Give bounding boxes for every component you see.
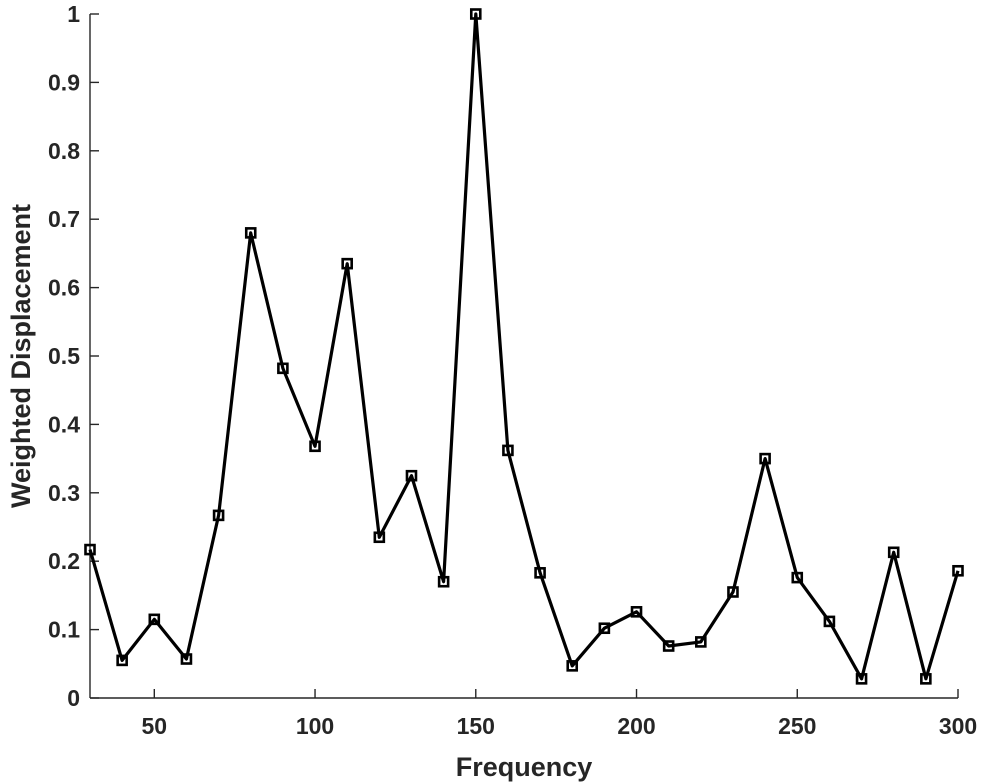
data-point-marker [405,469,418,482]
x-tick-label: 100 [296,713,334,739]
data-point-marker [373,531,386,544]
data-point-marker [855,673,868,685]
data-point-marker [791,571,804,584]
y-tick-label: 0.1 [48,617,80,643]
data-point-marker [341,257,353,270]
data-point-marker [598,622,611,635]
data-point-marker [662,640,675,652]
x-ticks: 50 100 150 200 250 300 [141,689,977,739]
x-tick-label: 150 [457,713,495,739]
series-line [88,12,960,681]
data-point-marker [630,606,643,618]
data-point-marker [148,613,161,626]
series-group [84,8,964,685]
x-tick-label: 50 [141,713,167,739]
data-point-marker [469,8,482,20]
x-tick-label: 250 [778,713,816,739]
y-tick-label: 1 [67,1,80,27]
data-point-marker [887,546,900,559]
data-point-marker [277,362,289,375]
y-tick-label: 0.4 [48,411,80,437]
y-tick-label: 0.2 [48,548,80,574]
data-point-marker [502,444,514,457]
y-tick-label: 0.3 [48,480,80,506]
data-point-marker [566,660,579,672]
data-point-marker [534,567,546,579]
data-point-marker [920,673,932,685]
data-point-marker [823,615,836,628]
x-tick-label: 200 [617,713,655,739]
axes [89,14,958,699]
data-point-marker [116,654,128,667]
y-tick-label: 0.9 [48,69,80,95]
y-tick-label: 0 [67,685,80,711]
y-tick-label: 0.6 [48,275,80,301]
y-tick-label: 0.5 [48,343,80,369]
data-point-marker [759,452,771,465]
x-tick-label: 300 [939,713,977,739]
y-tick-label: 0.7 [48,206,80,232]
y-tick-label: 0.8 [48,138,80,164]
y-axis-label: Weighted Displacement [6,204,36,508]
data-point-marker [180,653,193,665]
data-point-marker [727,586,739,598]
data-point-marker [437,575,450,588]
y-ticks: 0 0.1 0.2 0.3 0.4 0.5 0.6 0.7 0.8 0.9 1 [48,1,99,711]
x-axis-label: Frequency [456,752,593,782]
data-point-marker [309,440,321,453]
data-point-marker [244,227,257,239]
data-point-marker [84,543,96,556]
data-point-marker [695,636,707,648]
data-point-marker [952,564,964,577]
data-point-marker [212,509,225,522]
